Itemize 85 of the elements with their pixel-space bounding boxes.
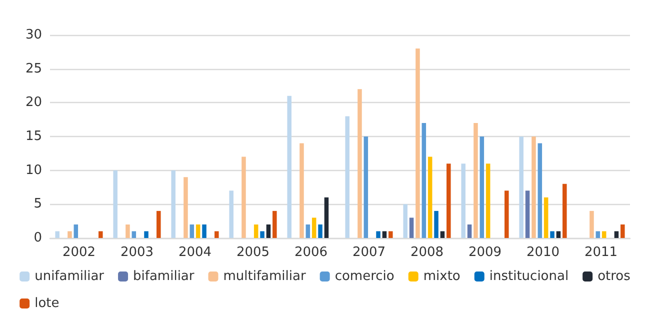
- x-tick-label: 2010: [526, 245, 560, 260]
- bar: [184, 177, 188, 238]
- x-tick-label: 2006: [294, 245, 328, 260]
- bar: [480, 136, 484, 238]
- x-tick-label: 2004: [178, 245, 212, 260]
- bar: [486, 164, 490, 238]
- bar: [300, 143, 304, 238]
- bar: [156, 210, 161, 238]
- bar: [318, 224, 322, 238]
- bar: [287, 96, 292, 238]
- y-tick-label: 15: [25, 129, 42, 144]
- bar: [345, 116, 350, 238]
- bar: [382, 231, 387, 238]
- x-tick-label: 2008: [410, 245, 444, 260]
- bar: [532, 136, 536, 238]
- x-tick-label: 2007: [352, 245, 386, 260]
- bar: [544, 197, 548, 238]
- bar: [467, 224, 472, 238]
- bar: [260, 231, 264, 238]
- bar: [306, 224, 310, 238]
- bar: [171, 170, 176, 238]
- bar: [229, 190, 234, 238]
- bar: [254, 224, 258, 238]
- bar: [538, 143, 542, 238]
- bar: [403, 204, 408, 238]
- bar: [525, 190, 530, 238]
- bar: [132, 231, 136, 238]
- bar: [202, 224, 206, 238]
- bar: [388, 231, 393, 238]
- bar: [416, 48, 420, 238]
- bar: [474, 122, 478, 238]
- bar: [434, 210, 438, 238]
- bar: [324, 197, 329, 238]
- legend-label: unifamiliar: [34, 269, 105, 284]
- legend-label: institucional: [489, 269, 569, 284]
- bar: [190, 224, 194, 238]
- bar: [242, 156, 246, 238]
- bar: [409, 218, 414, 238]
- bar: [68, 231, 72, 238]
- y-tick-label: 25: [25, 61, 42, 76]
- bar: [55, 231, 60, 238]
- legend-label: comercio: [334, 269, 394, 284]
- bar: [422, 122, 426, 238]
- x-tick-label: 2002: [62, 245, 96, 260]
- legend-label: otros: [598, 269, 631, 284]
- bar: [519, 136, 524, 238]
- bar: [312, 218, 316, 238]
- bar: [562, 184, 567, 238]
- bar: [596, 231, 600, 238]
- x-tick-label: 2003: [120, 245, 154, 260]
- bar: [556, 231, 561, 238]
- bar: [461, 164, 466, 238]
- bar: [428, 156, 432, 238]
- bar: [113, 170, 118, 238]
- bar: [504, 190, 509, 238]
- x-tick-label: 2005: [236, 245, 270, 260]
- bar: [440, 231, 445, 238]
- y-tick-label: 0: [34, 230, 42, 246]
- bar: [144, 231, 148, 238]
- bar: [446, 164, 451, 238]
- y-tick-label: 30: [25, 28, 42, 42]
- legend-label: mixto: [423, 269, 460, 284]
- bar: [126, 224, 130, 238]
- legend-label: bifamiliar: [133, 269, 195, 284]
- bar: [272, 210, 277, 238]
- y-tick-label: 10: [25, 162, 42, 178]
- bar: [376, 231, 380, 238]
- bar: [74, 224, 78, 238]
- x-tick-label: 2009: [468, 245, 502, 260]
- x-tick-label: 2011: [584, 245, 618, 260]
- bar: [266, 224, 271, 238]
- bar: [602, 231, 606, 238]
- legend-label: lote: [34, 296, 60, 311]
- bar: [196, 224, 200, 238]
- bar: [590, 210, 594, 238]
- bar: [358, 89, 362, 238]
- bar: [364, 136, 368, 238]
- y-tick-label: 20: [25, 95, 42, 110]
- bar: [620, 224, 625, 238]
- bar: [214, 231, 219, 238]
- y-tick-label: 5: [34, 196, 42, 212]
- bar: [98, 231, 103, 238]
- bar: [614, 231, 619, 238]
- legend-label: multifamiliar: [223, 269, 306, 284]
- bar: [550, 231, 554, 238]
